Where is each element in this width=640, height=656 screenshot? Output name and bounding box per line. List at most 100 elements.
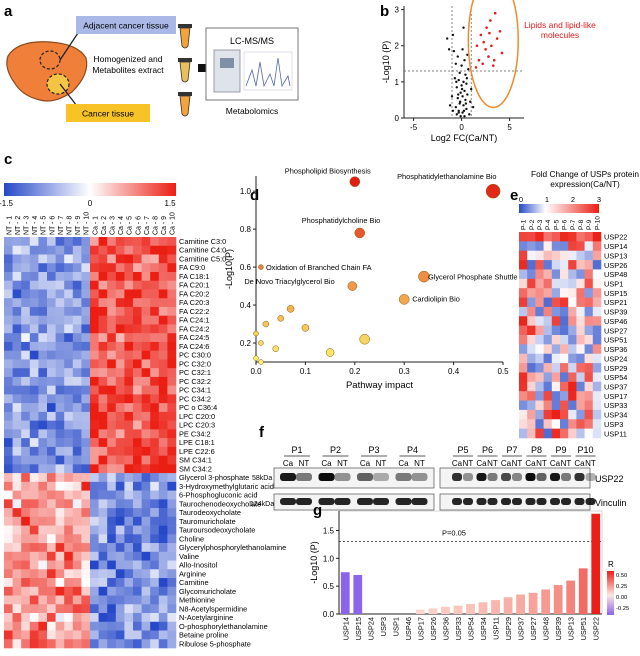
e-cell [551,344,561,355]
e-cell [592,260,602,270]
c-cell [158,333,168,343]
c-cell [72,341,82,351]
c-cell [72,403,82,413]
c-cell [115,263,125,273]
d-ylabel: -Log10(P) [224,249,234,289]
c-cell [55,411,65,421]
f-lane-label: NT [414,459,425,468]
c-cell [29,341,39,351]
d-bubble-label: Cardiolipin Bio [412,294,460,303]
c-cell [38,350,48,360]
g-ytick-label: 1.5 [323,526,335,535]
e-cell [535,391,544,401]
c-cell [90,534,99,544]
c-cell [98,534,108,544]
e-cell [576,250,585,261]
c-cell [98,551,108,561]
e-cell [527,381,536,392]
c-cell [167,341,177,351]
c-cell [150,446,160,456]
e-cell [543,344,553,355]
b-point-lipid [487,55,490,58]
e-cell [551,353,561,364]
g-xtick-label: USP3 [379,617,388,636]
c-cell [124,403,134,413]
c-cell [133,289,142,299]
g-xtick-label: USP37 [517,617,526,640]
c-cell [21,280,31,290]
b-point [455,113,458,116]
adjacent-box [76,16,176,34]
c-cell [29,245,39,255]
c-cell [29,621,39,631]
c-cell [12,525,22,535]
c-cell [55,368,65,378]
e-cell [535,325,544,336]
e-cell [584,409,594,420]
c-cell [47,569,56,579]
c-cell [64,560,74,570]
c-cell [29,271,39,282]
b-xtick-label: 0 [459,123,464,132]
c-cell [90,578,99,588]
e-row-label: USP34 [604,411,627,420]
c-cell [55,376,65,386]
c-cell [72,455,82,465]
b-annotation: Lipids and lipid-like [524,20,596,30]
c-cell [98,630,108,640]
c-cell [12,534,22,544]
c-column-label: NT - 9 [75,216,82,235]
c-cell [141,429,151,439]
c-cell [12,289,22,299]
c-cell [158,613,168,623]
c-cell [98,525,108,535]
c-cell [4,499,13,509]
c-cell [141,333,151,343]
e-cell [584,232,594,242]
c-column-label: Ca - 7 [144,216,151,235]
c-cell [38,403,48,413]
f-blot-usp22-left [273,467,435,489]
e-cell [560,260,569,270]
c-cell [107,237,117,247]
e-cell [568,278,577,289]
e-cell [519,428,528,439]
g-xtick-label: USP48 [542,617,551,640]
c-cell [158,315,168,325]
c-cell [90,446,99,456]
c-cell [29,315,39,325]
e-cell [543,269,553,280]
d-bubble [262,320,270,328]
c-cell [167,271,177,282]
cancer-box [66,104,150,122]
panel-e-usp-heatmap: e Fold Change of USPs proteinexpression(… [510,169,639,438]
c-cell [21,586,31,596]
c-cell [167,359,177,369]
c-cell [158,508,168,518]
e-cell [568,391,577,401]
c-cell [133,490,142,500]
c-cell [12,394,22,404]
c-cell [55,508,65,518]
c-cell [21,455,31,465]
f-band-vinculin [357,498,373,505]
panel-label-e: e [510,187,518,204]
c-column-label: Ca - 2 [101,216,108,235]
e-cell [535,269,544,280]
e-cell [543,260,553,270]
c-colorbar-tick: 1.5 [164,199,176,208]
e-cell [527,409,536,420]
c-cell [133,263,142,273]
f-lane-label: Ca [452,459,463,468]
b-point-lipid [492,58,496,62]
g-xtick-label: USP14 [341,617,350,640]
e-cell [560,316,569,326]
c-cell [90,490,99,500]
c-cell [12,499,22,509]
c-cell [150,315,160,325]
f-lane-label: Ca [574,459,585,468]
d-ytick-label: 1.0 [240,187,252,196]
c-cell [90,630,99,640]
b-point-lipid [495,37,499,40]
c-cell [55,613,65,623]
